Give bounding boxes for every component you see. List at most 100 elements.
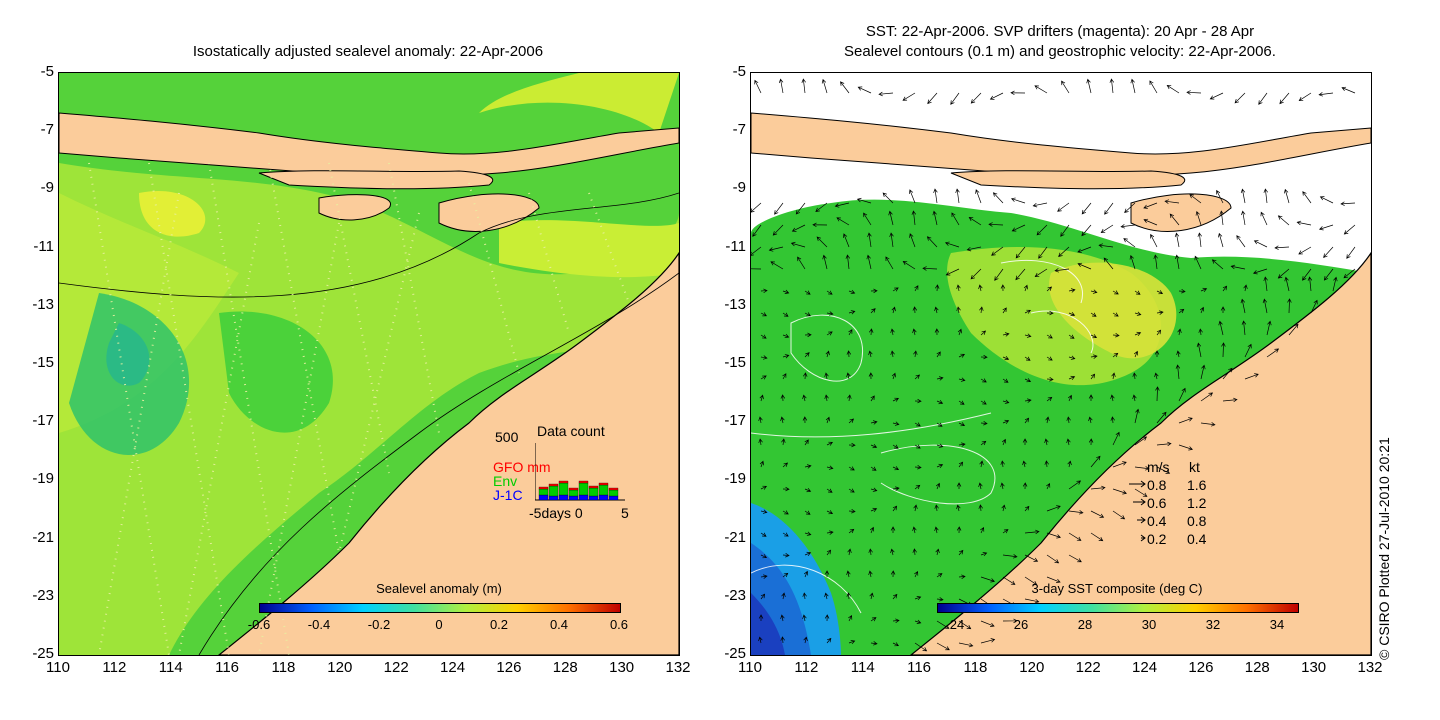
velocity-arrow bbox=[848, 488, 855, 493]
velocity-arrow bbox=[994, 268, 1004, 281]
velocity-arrow bbox=[909, 233, 916, 248]
velocity-legend-header-ms: m/s bbox=[1147, 459, 1170, 475]
velocity-arrow bbox=[1244, 373, 1259, 380]
velocity-arrow bbox=[958, 400, 965, 405]
right-map-title-line2: Sealevel contours (0.1 m) and geostrophi… bbox=[844, 43, 1276, 60]
velocity-arrow bbox=[1155, 386, 1160, 402]
velocity-arrow bbox=[958, 549, 964, 556]
velocity-arrow bbox=[760, 288, 768, 294]
velocity-arrow bbox=[868, 328, 874, 336]
velocity-arrow bbox=[1046, 310, 1054, 316]
velocity-arrow bbox=[1236, 235, 1246, 248]
velocity-arrow bbox=[980, 576, 995, 583]
velocity-arrow bbox=[1002, 618, 1018, 624]
velocity-arrow bbox=[1077, 262, 1092, 270]
data-count-bar bbox=[588, 485, 599, 489]
right-map-y-tick-label: -9 bbox=[732, 179, 746, 197]
left-map-y-tick-label: -21 bbox=[32, 528, 54, 546]
velocity-arrow bbox=[1112, 352, 1119, 358]
data-count-series-env: Env bbox=[493, 473, 518, 489]
velocity-arrow bbox=[1077, 246, 1092, 253]
data-count-bar bbox=[598, 482, 609, 486]
velocity-arrow bbox=[1061, 80, 1070, 94]
velocity-arrow bbox=[1176, 350, 1181, 358]
velocity-arrow bbox=[870, 641, 878, 646]
velocity-arrow bbox=[980, 400, 987, 405]
velocity-arrow bbox=[1240, 298, 1246, 314]
velocity-arrow bbox=[826, 549, 832, 556]
left-colorbar-tick-label: 0.4 bbox=[549, 617, 569, 632]
velocity-arrow bbox=[870, 444, 878, 449]
velocity-arrow bbox=[821, 78, 828, 94]
velocity-arrow bbox=[1196, 342, 1202, 358]
right-map-y-tick-label: -7 bbox=[732, 121, 746, 139]
velocity-arrow bbox=[868, 548, 873, 556]
velocity-arrow bbox=[1253, 240, 1268, 248]
velocity-arrow bbox=[892, 486, 900, 491]
velocity-arrow bbox=[790, 241, 806, 248]
velocity-arrow bbox=[958, 353, 966, 358]
left-map-y-tick-label: -25 bbox=[32, 645, 54, 662]
velocity-arrow bbox=[1211, 259, 1224, 270]
left-map-x-tick-label: 118 bbox=[271, 659, 296, 676]
velocity-arrow bbox=[1195, 210, 1202, 226]
right-map-x-tick-label: 110 bbox=[738, 659, 762, 676]
velocity-arrow bbox=[1024, 417, 1030, 424]
velocity-arrow bbox=[1067, 394, 1073, 402]
velocity-arrow bbox=[1283, 188, 1290, 204]
velocity-arrow bbox=[1086, 78, 1092, 94]
velocity-arrow bbox=[1046, 482, 1051, 490]
velocity-arrow bbox=[1222, 367, 1233, 380]
velocity-arrow bbox=[1058, 246, 1070, 257]
velocity-arrow bbox=[1112, 333, 1120, 338]
velocity-arrow bbox=[758, 438, 763, 446]
velocity-arrow bbox=[1263, 188, 1268, 204]
velocity-arrow bbox=[804, 312, 811, 317]
velocity-arrow bbox=[1221, 342, 1226, 358]
velocity-arrow bbox=[824, 394, 829, 402]
velocity-arrow bbox=[1081, 224, 1092, 237]
velocity-arrow bbox=[780, 394, 786, 402]
velocity-arrow bbox=[936, 642, 950, 651]
velocity-arrow bbox=[1112, 431, 1120, 446]
velocity-arrow bbox=[892, 466, 900, 471]
velocity-arrow bbox=[1024, 598, 1040, 604]
velocity-arrow bbox=[992, 192, 1004, 204]
velocity-arrow bbox=[1015, 268, 1026, 281]
velocity-arrow bbox=[1134, 488, 1148, 497]
velocity-arrow bbox=[1002, 356, 1010, 361]
velocity-arrow bbox=[1024, 333, 1032, 338]
velocity-arrow bbox=[1134, 311, 1142, 316]
velocity-arrow bbox=[758, 636, 763, 644]
velocity-arrow bbox=[1132, 394, 1137, 402]
velocity-arrow bbox=[936, 422, 943, 427]
velocity-arrow bbox=[1302, 191, 1312, 204]
velocity-arrow bbox=[758, 416, 763, 424]
velocity-arrow bbox=[803, 570, 809, 578]
velocity-arrow bbox=[936, 351, 941, 358]
velocity-arrow bbox=[1068, 480, 1082, 490]
velocity-arrow bbox=[778, 78, 784, 94]
velocity-arrow bbox=[1123, 238, 1136, 248]
velocity-arrow bbox=[774, 202, 784, 215]
velocity-arrow bbox=[935, 548, 940, 556]
velocity-arrow bbox=[760, 509, 768, 514]
right-map-y-tick-label: -13 bbox=[724, 295, 746, 313]
velocity-arrow bbox=[892, 421, 900, 426]
velocity-legend-arrow bbox=[1133, 498, 1146, 506]
velocity-arrow bbox=[826, 441, 834, 446]
velocity-arrow bbox=[956, 526, 962, 534]
velocity-arrow bbox=[758, 614, 764, 622]
data-count-bar bbox=[578, 482, 589, 496]
velocity-arrow bbox=[1343, 224, 1356, 235]
velocity-arrow bbox=[1156, 466, 1171, 474]
velocity-arrow bbox=[804, 439, 809, 446]
velocity-arrow bbox=[1067, 460, 1072, 468]
velocity-arrow bbox=[772, 224, 784, 236]
velocity-arrow bbox=[945, 268, 960, 276]
velocity-arrow bbox=[978, 284, 983, 292]
velocity-arrow bbox=[815, 202, 828, 212]
velocity-arrow bbox=[1150, 233, 1158, 248]
velocity-arrow bbox=[1088, 394, 1094, 402]
velocity-arrow bbox=[1046, 356, 1053, 361]
